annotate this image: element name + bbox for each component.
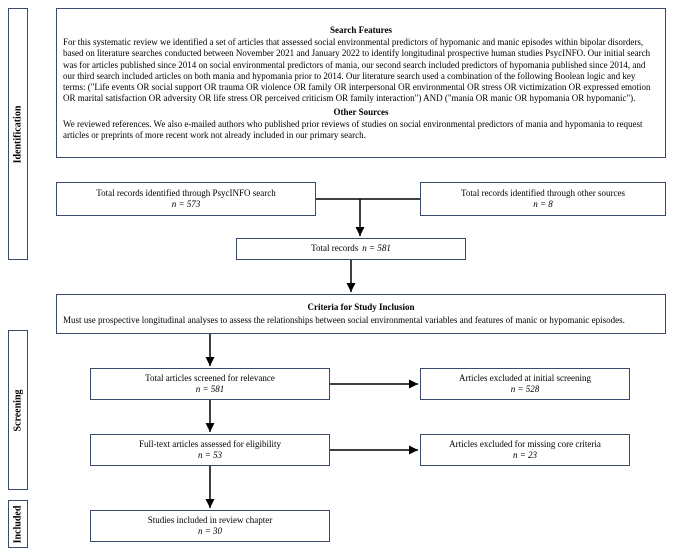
search-features-title: Search Features: [63, 25, 659, 36]
other-records-box: Total records identified through other s…: [420, 182, 666, 216]
screened-box: Total articles screened for relevance n …: [90, 368, 330, 400]
criteria-box: Criteria for Study Inclusion Must use pr…: [56, 294, 666, 334]
fulltext-n: n = 53: [97, 450, 323, 461]
excluded-missing-label: Articles excluded for missing core crite…: [427, 439, 623, 450]
criteria-body: Must use prospective longitudinal analys…: [63, 315, 659, 326]
search-features-box: Search Features For this systematic revi…: [56, 8, 666, 158]
excluded-missing-n: n = 23: [427, 450, 623, 461]
screened-label: Total articles screened for relevance: [97, 373, 323, 384]
psycinfo-records-box: Total records identified through PsycINF…: [56, 182, 316, 216]
total-n: n = 581: [362, 243, 391, 255]
excluded-initial-n: n = 528: [427, 384, 623, 395]
total-label: Total records: [311, 243, 358, 255]
excluded-initial-box: Articles excluded at initial screening n…: [420, 368, 630, 400]
excluded-missing-box: Articles excluded for missing core crite…: [420, 434, 630, 466]
other-label: Total records identified through other s…: [427, 188, 659, 199]
excluded-initial-label: Articles excluded at initial screening: [427, 373, 623, 384]
stage-included: Included: [8, 500, 28, 548]
fulltext-box: Full-text articles assessed for eligibil…: [90, 434, 330, 466]
stage-identification-label: Identification: [13, 105, 24, 163]
stage-identification: Identification: [8, 8, 28, 260]
stage-included-label: Included: [13, 505, 24, 543]
criteria-title: Criteria for Study Inclusion: [63, 302, 659, 313]
psycinfo-label: Total records identified through PsycINF…: [63, 188, 309, 199]
fulltext-label: Full-text articles assessed for eligibil…: [97, 439, 323, 450]
psycinfo-n: n = 573: [63, 199, 309, 210]
other-n: n = 8: [427, 199, 659, 210]
other-sources-body: We reviewed references. We also e-mailed…: [63, 119, 659, 142]
other-sources-title: Other Sources: [63, 107, 659, 118]
stage-screening: Screening: [8, 330, 28, 490]
included-label: Studies included in review chapter: [97, 515, 323, 526]
stage-screening-label: Screening: [13, 389, 24, 431]
search-features-body: For this systematic review we identified…: [63, 37, 659, 105]
included-n: n = 30: [97, 526, 323, 537]
screened-n: n = 581: [97, 384, 323, 395]
included-box: Studies included in review chapter n = 3…: [90, 510, 330, 542]
total-records-box: Total records n = 581: [236, 238, 466, 260]
